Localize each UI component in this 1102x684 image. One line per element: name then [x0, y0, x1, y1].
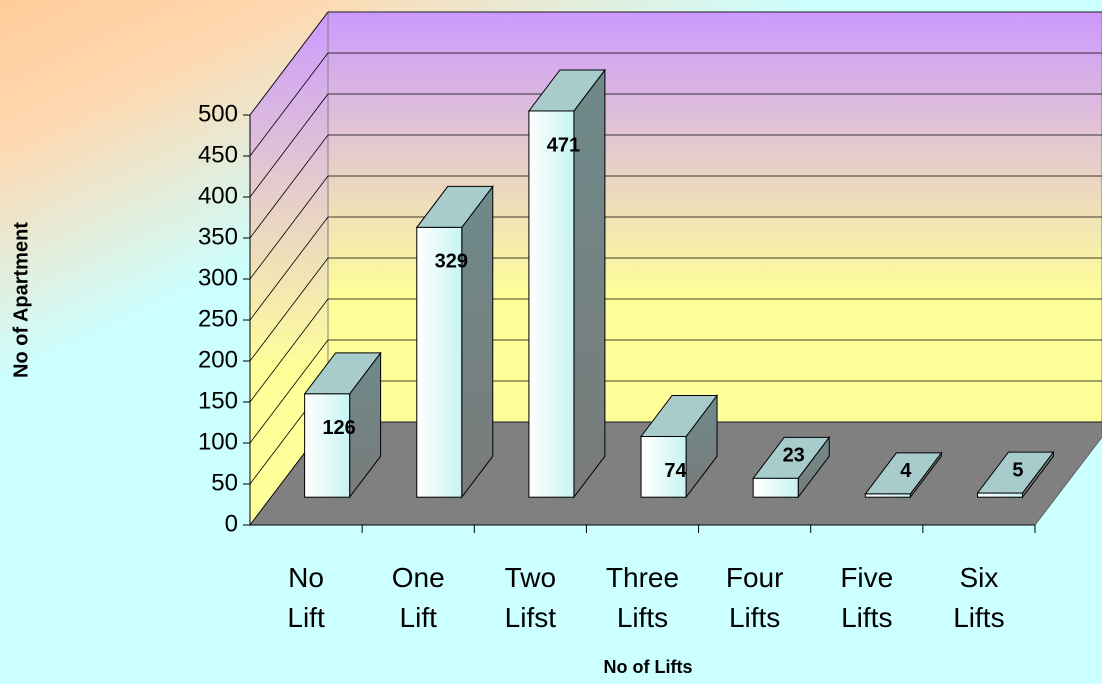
- y-tick-label: 200: [198, 346, 238, 373]
- y-tick-label: 0: [225, 510, 238, 537]
- y-tick-label: 400: [198, 182, 238, 209]
- grid-line: [249, 93, 329, 198]
- bar: [528, 110, 575, 498]
- grid-line: [249, 298, 329, 403]
- bar: [640, 436, 687, 498]
- grid-line: [249, 175, 329, 280]
- data-label: 23: [783, 445, 805, 467]
- y-axis-title: No of Apartment: [10, 222, 32, 378]
- data-label: 4: [900, 460, 912, 482]
- grid-line: [249, 257, 329, 362]
- x-tick-label: No Lift: [287, 562, 325, 633]
- data-label: 471: [547, 134, 580, 156]
- bar: [752, 477, 799, 498]
- x-tick-label: Three Lifts: [606, 562, 679, 633]
- y-tick-label: 350: [198, 223, 238, 250]
- x-tick-label: Six Lifts: [953, 562, 1004, 633]
- data-label: 5: [1012, 459, 1023, 481]
- grid-line: [249, 216, 329, 321]
- data-label: 74: [664, 460, 687, 482]
- y-tick-label: 150: [198, 387, 238, 414]
- data-label: 126: [322, 417, 355, 439]
- bar: [304, 393, 351, 498]
- x-axis-title: No of Lifts: [604, 657, 693, 677]
- y-tick-label: 450: [198, 141, 238, 168]
- x-tick-label: Two Lifst: [505, 562, 557, 633]
- bar: [976, 492, 1023, 498]
- y-tick-label: 100: [198, 428, 238, 455]
- x-tick-label: Four Lifts: [726, 562, 784, 633]
- grid-line: [249, 11, 329, 116]
- data-label: 329: [435, 251, 468, 273]
- y-tick-label: 50: [211, 469, 238, 496]
- bars: 126 329 471 74 23 4 5: [303, 68, 1055, 499]
- grid-line: [249, 52, 329, 157]
- x-tick-label: Five Lifts: [840, 562, 893, 633]
- y-tick-label: 300: [198, 264, 238, 291]
- x-tick-label: One Lift: [392, 562, 445, 633]
- bar: [864, 493, 911, 498]
- y-tick-label: 500: [198, 100, 238, 127]
- grid-line: [249, 339, 329, 444]
- bar-side: [461, 184, 494, 499]
- bar: [416, 226, 463, 498]
- y-tick-label: 250: [198, 305, 238, 332]
- grid-line: [249, 134, 329, 239]
